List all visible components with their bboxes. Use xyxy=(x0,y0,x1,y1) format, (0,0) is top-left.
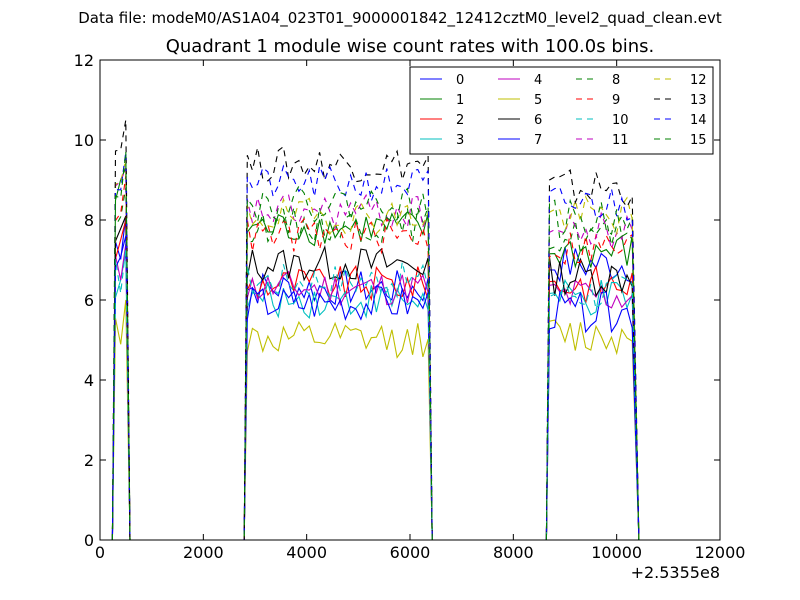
legend-label-12: 12 xyxy=(690,73,707,88)
legend-label-3: 3 xyxy=(456,133,464,148)
y-tick-label: 6 xyxy=(84,291,94,310)
x-tick-label: 4000 xyxy=(286,543,327,562)
legend-label-0: 0 xyxy=(456,73,464,88)
x-tick-label: 2000 xyxy=(183,543,224,562)
series-line-0 xyxy=(111,215,640,541)
series-line-8 xyxy=(111,187,640,541)
y-tick-label: 10 xyxy=(74,131,94,150)
legend-label-7: 7 xyxy=(534,133,542,148)
y-tick-label: 4 xyxy=(84,371,94,390)
legend-label-14: 14 xyxy=(690,113,707,128)
chart-title: Quadrant 1 module wise count rates with … xyxy=(165,36,655,57)
legend-label-10: 10 xyxy=(612,113,629,128)
series-line-10 xyxy=(111,247,640,541)
x-tick-label: 10000 xyxy=(591,543,642,562)
series-line-5 xyxy=(111,299,640,541)
legend-label-1: 1 xyxy=(456,93,464,108)
x-offset-label: +2.5355e8 xyxy=(631,563,720,582)
legend-label-8: 8 xyxy=(612,73,620,88)
series-line-11 xyxy=(111,167,640,541)
series-line-9 xyxy=(111,175,640,541)
legend-label-5: 5 xyxy=(534,93,542,108)
series-line-1 xyxy=(111,167,640,541)
legend-box xyxy=(409,66,714,155)
legend-label-9: 9 xyxy=(612,93,620,108)
y-tick-label: 8 xyxy=(84,211,94,230)
legend-label-11: 11 xyxy=(612,133,629,148)
series-line-3 xyxy=(111,251,640,541)
legend-label-2: 2 xyxy=(456,113,464,128)
x-tick-label: 6000 xyxy=(390,543,431,562)
x-tick-label: 0 xyxy=(95,543,105,562)
y-tick-label: 2 xyxy=(84,451,94,470)
y-tick-label: 0 xyxy=(84,531,94,550)
series-line-13 xyxy=(111,119,640,541)
figure-suptitle: Data file: modeM0/AS1A04_023T01_90000018… xyxy=(78,9,722,27)
series-line-6 xyxy=(111,215,640,541)
x-tick-label: 8000 xyxy=(493,543,534,562)
series-line-4 xyxy=(111,243,640,541)
series-line-14 xyxy=(111,151,640,541)
series-line-7 xyxy=(111,235,640,541)
x-tick-label: 12000 xyxy=(695,543,746,562)
series-line-12 xyxy=(111,159,640,541)
legend-label-6: 6 xyxy=(534,113,542,128)
legend-label-13: 13 xyxy=(690,93,707,108)
series-line-2 xyxy=(111,219,640,541)
legend-label-4: 4 xyxy=(534,73,542,88)
plot-area xyxy=(111,119,640,541)
legend-label-15: 15 xyxy=(690,133,707,148)
y-tick-label: 12 xyxy=(74,51,94,70)
